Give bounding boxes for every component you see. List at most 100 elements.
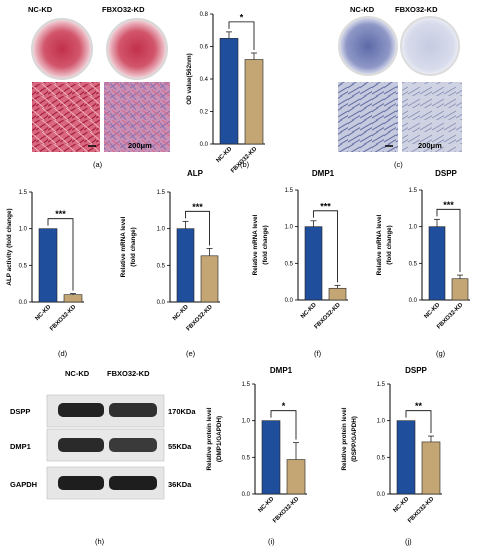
chart-j: 0.0 0.5 1.0 1.5 Relative protein level (DSPP/… bbox=[341, 366, 442, 546]
y-tick-label: 0.0 bbox=[200, 142, 209, 148]
blot-row-dmp1: DMP1 bbox=[10, 442, 31, 451]
chart-title-g: DSPP bbox=[435, 169, 457, 178]
bar-kd bbox=[200, 255, 219, 303]
y-axis-label-line2: (DMP1/GAPDH) bbox=[216, 416, 223, 462]
bar-nc bbox=[396, 420, 416, 495]
panel-label-f: (f) bbox=[314, 349, 322, 358]
panel-label-a: (a) bbox=[93, 160, 103, 169]
significance-bracket bbox=[185, 210, 210, 246]
category-label: NC-KD bbox=[300, 302, 318, 320]
y-tick-label: 1.5 bbox=[377, 382, 386, 388]
significance-stars: * bbox=[282, 401, 286, 411]
y-tick-label: 0.5 bbox=[377, 455, 386, 461]
blot-band-gapdh-nc bbox=[58, 476, 104, 490]
blot-col-nc: NC-KD bbox=[65, 369, 90, 378]
category-label: FBXO32-KD bbox=[186, 304, 215, 333]
panel-h: NC-KD FBXO32-KD DSPP 170KDa DMP1 55KDa G… bbox=[10, 369, 196, 546]
y-axis-label: ALP activity (fold change) bbox=[6, 208, 13, 285]
panel-label-b: (b) bbox=[240, 160, 250, 169]
chart-title-e: ALP bbox=[187, 169, 204, 178]
panel-label-d: (d) bbox=[58, 349, 68, 358]
y-tick-label: 0.0 bbox=[285, 298, 294, 304]
blot-col-kd: FBXO32-KD bbox=[107, 369, 150, 378]
significance-stars: * bbox=[240, 12, 244, 22]
y-tick-label: 0.0 bbox=[19, 300, 28, 306]
y-tick-label: 0.5 bbox=[409, 261, 418, 267]
y-tick-label: 0.5 bbox=[157, 263, 166, 269]
category-label: FBXO32-KD bbox=[272, 496, 301, 525]
panel-label-j: (j) bbox=[405, 537, 412, 546]
y-axis-label-line2: (fold change) bbox=[386, 225, 393, 265]
micrograph-a-kd bbox=[104, 82, 170, 152]
bar-kd bbox=[63, 294, 83, 303]
blot-band-dspp-nc bbox=[58, 403, 104, 417]
category-label: NC-KD bbox=[172, 304, 190, 322]
significance-stars: *** bbox=[55, 209, 66, 219]
category-label: NC-KD bbox=[215, 146, 233, 164]
chart-g: 0.0 0.5 1.0 1.5 Relative mRNA level (fold cha… bbox=[376, 169, 470, 358]
y-tick-label: 0.2 bbox=[200, 110, 209, 116]
blot-size-dmp1: 55KDa bbox=[168, 442, 192, 451]
category-label: FBXO32-KD bbox=[49, 304, 78, 333]
category-label: FBXO32-KD bbox=[314, 302, 343, 331]
micrograph-c-nc bbox=[338, 82, 398, 152]
bar-nc bbox=[219, 38, 239, 145]
significance-stars: *** bbox=[443, 200, 454, 210]
y-tick-label: 1.5 bbox=[242, 382, 251, 388]
panel-a-label-kd: FBXO32-KD bbox=[102, 5, 145, 14]
panel-c-label-nc: NC-KD bbox=[350, 5, 375, 14]
chart-f: 0.0 0.5 1.0 1.5 Relative mRNA level (fold cha… bbox=[252, 169, 348, 358]
category-label: NC-KD bbox=[34, 304, 52, 322]
scale-bar-c: 200μm bbox=[418, 141, 442, 150]
blot-band-dmp1-kd bbox=[109, 438, 157, 452]
micrograph-c-kd bbox=[402, 82, 462, 152]
chart-b: 0.00.20.40.60.8OD value(562nm)NC-KDFBXO3… bbox=[186, 12, 265, 174]
bar-nc bbox=[261, 420, 281, 495]
y-tick-label: 1.0 bbox=[157, 227, 166, 233]
panel-label-h: (h) bbox=[95, 537, 105, 546]
significance-stars: ** bbox=[415, 401, 423, 411]
significance-bracket bbox=[313, 210, 338, 283]
blot-row-gapdh: GAPDH bbox=[10, 480, 37, 489]
significance-stars: *** bbox=[320, 201, 331, 211]
y-axis-label: Relative mRNA level bbox=[120, 216, 127, 277]
category-label: NC-KD bbox=[392, 496, 410, 514]
y-tick-label: 0.0 bbox=[377, 492, 386, 498]
scale-bar-a: 200μm bbox=[128, 141, 152, 150]
y-tick-label: 1.5 bbox=[157, 190, 166, 196]
bar-kd bbox=[244, 59, 264, 145]
blot-size-dspp: 170KDa bbox=[168, 407, 196, 416]
blot-size-gapdh: 36KDa bbox=[168, 480, 192, 489]
y-tick-label: 0.0 bbox=[409, 298, 418, 304]
y-axis-label-line2: (DSPP/GAPDH) bbox=[351, 416, 358, 462]
y-tick-label: 1.0 bbox=[377, 419, 386, 425]
y-axis-label: Relative protein level bbox=[341, 407, 348, 470]
bar-kd bbox=[451, 278, 469, 301]
y-tick-label: 0.5 bbox=[285, 261, 294, 267]
significance-bracket bbox=[47, 218, 74, 291]
category-label: NC-KD bbox=[423, 302, 441, 320]
y-tick-label: 1.5 bbox=[409, 188, 418, 194]
bar-nc bbox=[304, 226, 323, 301]
y-tick-label: 1.0 bbox=[409, 225, 418, 231]
y-tick-label: 0.4 bbox=[200, 77, 209, 83]
chart-title-f: DMP1 bbox=[312, 169, 335, 178]
micrograph-a-nc bbox=[32, 82, 100, 152]
y-tick-label: 1.0 bbox=[285, 225, 294, 231]
alp-dish-kd bbox=[400, 16, 460, 76]
blot-band-gapdh-kd bbox=[109, 476, 157, 490]
chart-i: 0.0 0.5 1.0 1.5 Relative protein level (DMP1/… bbox=[206, 366, 307, 546]
chart-d: 0.0 0.5 1.0 1.5 ALP activity (fold change) NC… bbox=[6, 190, 84, 358]
y-tick-label: 1.0 bbox=[19, 227, 28, 233]
chart-title-i: DMP1 bbox=[270, 366, 293, 375]
panel-a: NC-KD FBXO32-KD 200μm (a) bbox=[28, 5, 170, 169]
y-tick-label: 1.0 bbox=[242, 419, 251, 425]
panel-a-label-nc: NC-KD bbox=[28, 5, 53, 14]
panel-label-i: (i) bbox=[268, 537, 275, 546]
y-tick-label: 0.0 bbox=[242, 492, 251, 498]
bar-nc bbox=[38, 228, 58, 303]
chart-title-j: DSPP bbox=[405, 366, 427, 375]
bar-nc bbox=[176, 228, 195, 303]
panel-c: NC-KD FBXO32-KD 200μm (c) bbox=[338, 5, 462, 169]
